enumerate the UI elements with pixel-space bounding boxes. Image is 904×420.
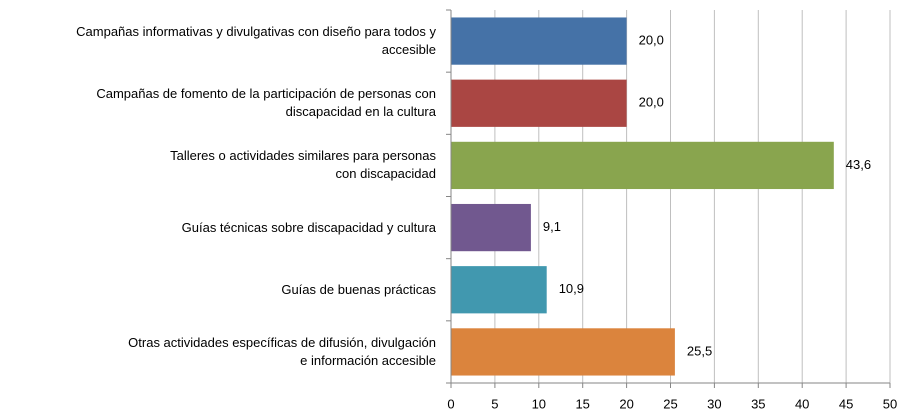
bar [451,17,627,65]
category-label-box: Guías de buenas prácticas [281,281,436,297]
value-label: 20,0 [639,95,664,110]
category-label: Otras actividades específicas de difusió… [128,334,436,368]
category-label: Campañas informativas y divulgativas con… [76,24,436,58]
bar [451,328,675,376]
x-tick-label: 15 [575,396,589,411]
category-label: Guías de buenas prácticas [281,281,436,297]
value-label: 43,6 [846,157,871,172]
value-label: 20,0 [639,33,664,48]
x-tick-label: 30 [707,396,721,411]
value-label: 25,5 [687,343,712,358]
category-label: Campañas de fomento de la participación … [96,86,436,120]
x-tick-label: 0 [447,396,454,411]
x-tick-label: 25 [663,396,677,411]
category-label-box: Otras actividades específicas de difusió… [128,334,436,368]
x-tick-label: 50 [883,396,897,411]
bar [451,79,627,127]
category-label: Guías técnicas sobre discapacidad y cult… [181,219,436,235]
value-label: 10,9 [559,281,584,296]
category-label-box: Guías técnicas sobre discapacidad y cult… [181,219,436,235]
x-tick-label: 35 [751,396,765,411]
x-tick-label: 10 [532,396,546,411]
bar [451,203,531,252]
x-tick-label: 45 [839,396,853,411]
x-tick-label: 20 [619,396,633,411]
x-tick-label: 40 [795,396,809,411]
value-label: 9,1 [543,219,561,234]
category-label-box: Campañas informativas y divulgativas con… [76,24,436,58]
category-label-box: Campañas de fomento de la participación … [96,86,436,120]
bar [451,141,834,190]
x-tick-label: 5 [491,396,498,411]
category-label-box: Talleres o actividades similares para pe… [170,148,436,182]
category-label: Talleres o actividades similares para pe… [170,148,436,182]
bar [451,266,547,314]
